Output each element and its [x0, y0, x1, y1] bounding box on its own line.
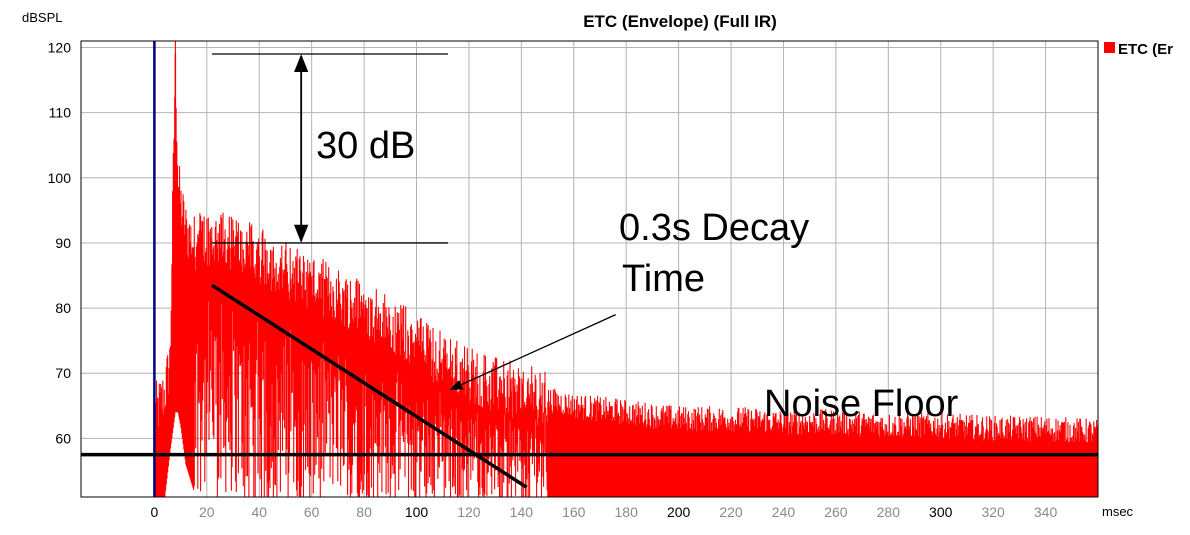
plot-frame — [80, 40, 1099, 498]
y-tick-label: 90 — [55, 235, 71, 251]
legend-swatch — [1104, 42, 1115, 53]
range-label: 30 dB — [316, 125, 415, 167]
x-tick-label: 260 — [824, 504, 848, 520]
x-tick-label: 60 — [304, 504, 320, 520]
decay-label-line1: 0.3s Decay — [619, 207, 809, 249]
x-tick-label: 320 — [981, 504, 1005, 520]
y-tick-label: 120 — [48, 40, 72, 56]
y-tick-label: 60 — [55, 430, 71, 446]
legend: ETC (Er — [1104, 41, 1173, 58]
x-tick-label: 0 — [150, 504, 158, 520]
x-tick-label: 180 — [615, 504, 639, 520]
chart-title: ETC (Envelope) (Full IR) — [583, 12, 777, 31]
x-tick-label: 300 — [929, 504, 953, 520]
annotations — [81, 53, 1098, 489]
y-tick-label: 110 — [49, 105, 72, 121]
x-tick-label: 240 — [772, 504, 796, 520]
noise-floor-label: Noise Floor — [764, 383, 959, 425]
x-axis-unit: msec — [1102, 504, 1134, 519]
legend-label: ETC (Er — [1118, 41, 1173, 58]
x-tick-label: 40 — [251, 504, 267, 520]
y-tick-label: 100 — [48, 170, 72, 186]
decay-pointer-arrow — [449, 314, 616, 391]
decay-label-line2: Time — [622, 258, 705, 300]
y-tick-label: 80 — [55, 300, 71, 316]
x-tick-label: 160 — [562, 504, 586, 520]
x-tick-label: 80 — [356, 504, 372, 520]
x-tick-label: 100 — [405, 504, 429, 520]
y-axis-unit: dBSPL — [22, 10, 62, 25]
x-tick-label: 20 — [199, 504, 215, 520]
x-tick-label: 280 — [877, 504, 901, 520]
x-tick-label: 120 — [457, 504, 481, 520]
x-tick-label: 340 — [1034, 504, 1058, 520]
x-tick-label: 220 — [719, 504, 743, 520]
y-tick-label: 70 — [55, 365, 71, 381]
x-tick-label: 200 — [667, 504, 691, 520]
tick-labels: 0 20 40 60 80 100 120 140 160 180 200 220 240 260 280 3… — [48, 40, 1058, 520]
annotation-labels: 30 dB 0.3s Decay Time Noise Floor — [316, 125, 959, 425]
x-tick-label: 140 — [510, 504, 534, 520]
